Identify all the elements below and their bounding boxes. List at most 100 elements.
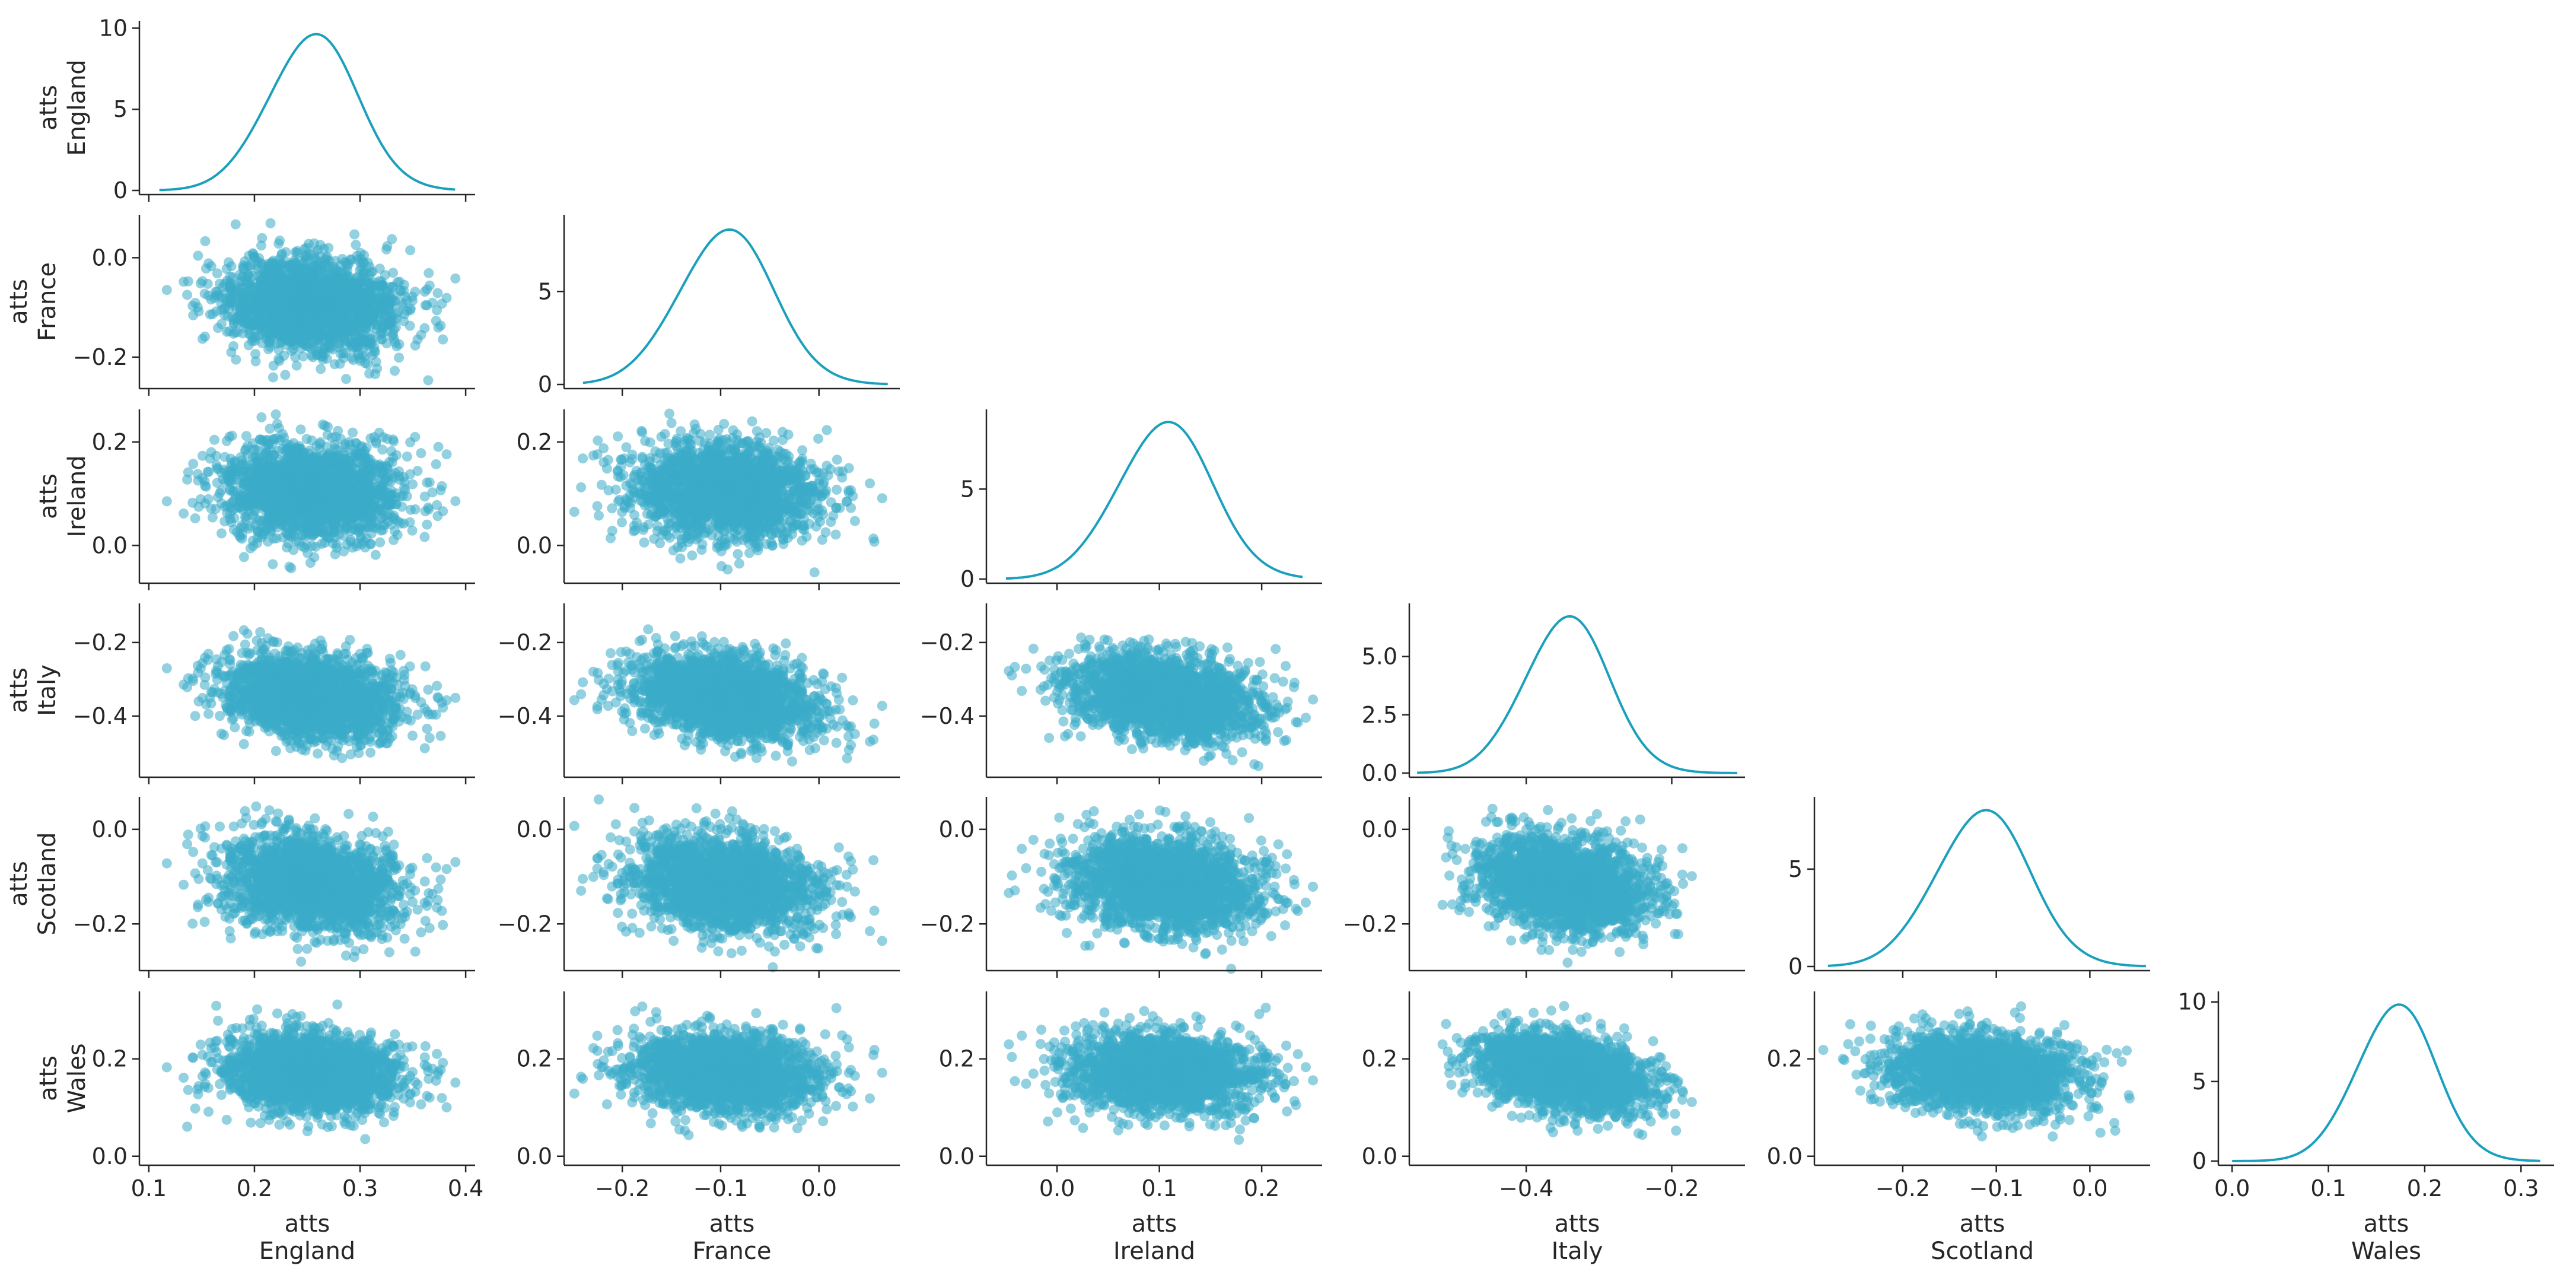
scatter-point: [281, 303, 291, 313]
scatter-point: [374, 276, 384, 286]
scatter-point: [257, 233, 267, 243]
scatter-point: [263, 277, 273, 287]
scatter-point: [370, 342, 380, 352]
scatter-point: [424, 268, 434, 278]
scatter-point: [281, 247, 291, 257]
scatter-point: [422, 520, 432, 530]
scatter-point: [265, 424, 275, 434]
scatter-point: [349, 230, 359, 240]
scatter-point: [341, 374, 351, 384]
scatter-point: [367, 298, 377, 309]
scatter-point: [248, 333, 258, 343]
scatter-point: [306, 324, 316, 334]
scatter-point: [227, 282, 237, 292]
scatter-point: [162, 285, 172, 295]
scatter-point: [341, 288, 351, 298]
scatter-point: [257, 259, 267, 269]
scatter-point: [190, 513, 200, 523]
scatter-point: [251, 357, 261, 367]
scatter-point: [236, 292, 246, 303]
scatter-point: [275, 263, 285, 274]
scatter-point: [187, 301, 198, 311]
scatter-point: [338, 348, 348, 358]
scatter-point: [410, 287, 420, 297]
scatter-point: [311, 255, 321, 265]
scatter-point: [266, 257, 276, 268]
scatter-point: [420, 287, 430, 297]
scatter-point: [376, 335, 386, 345]
scatter-point: [399, 280, 409, 290]
scatter-point: [387, 294, 397, 304]
scatter-point: [450, 496, 460, 506]
scatter-point: [416, 330, 426, 340]
scatter-point: [280, 313, 290, 323]
scatter-point: [292, 326, 303, 336]
scatter-point: [235, 270, 245, 280]
panel-france-vs-france: 05: [538, 215, 900, 398]
scatter-point: [316, 364, 326, 374]
scatter-point: [224, 326, 234, 336]
scatter-point: [382, 241, 392, 252]
scatter-point: [228, 341, 238, 351]
scatter-point: [243, 319, 253, 329]
scatter-point: [260, 306, 270, 316]
scatter-point: [247, 290, 257, 300]
scatter-point: [355, 307, 365, 317]
scatter-point: [375, 538, 385, 548]
scatter-point: [318, 277, 328, 287]
scatter-point: [237, 283, 247, 293]
scatter-point: [431, 316, 441, 326]
scatter-point: [383, 311, 393, 321]
scatter-point: [437, 299, 447, 309]
scatter-point: [432, 288, 442, 298]
scatter-point: [296, 263, 306, 274]
scatter-point: [363, 257, 373, 268]
scatter-point: [314, 289, 324, 299]
scatter-point: [335, 359, 345, 369]
scatter-point: [399, 316, 409, 326]
scatter-point: [291, 288, 301, 298]
scatter-point: [347, 352, 357, 363]
scatter-point: [321, 255, 331, 265]
y-tick-label: 5: [113, 96, 128, 122]
scatter-point: [387, 331, 397, 341]
scatter-point: [193, 251, 203, 261]
scatter-point: [351, 296, 361, 306]
scatter-point: [283, 326, 293, 336]
scatter-point: [348, 428, 358, 438]
scatter-point: [313, 245, 323, 255]
scatter-point: [275, 236, 285, 246]
scatter-point: [390, 366, 400, 376]
scatter-point: [345, 337, 355, 347]
scatter-point: [224, 257, 234, 268]
kde-curve-england: [160, 34, 456, 190]
scatter-point: [268, 373, 278, 383]
scatter-point: [375, 263, 385, 274]
y-tick-label: 0: [538, 371, 552, 398]
scatter-points: [162, 409, 461, 573]
scatter-points: [162, 218, 461, 386]
scatter-point: [188, 310, 198, 320]
scatter-point: [220, 303, 230, 313]
scatter-point: [244, 261, 254, 271]
scatter-point: [394, 352, 404, 363]
scatter-point: [346, 255, 356, 265]
scatter-point: [311, 312, 321, 322]
scatter-point: [212, 268, 222, 278]
scatter-point: [268, 324, 278, 334]
scatter-point: [273, 354, 284, 364]
y-tick-label: 0.0: [92, 244, 128, 271]
scatter-point: [335, 273, 345, 283]
scatter-point: [391, 309, 402, 319]
scatter-point: [206, 294, 216, 304]
scatter-point: [291, 247, 301, 257]
scatter-point: [405, 245, 415, 255]
scatter-point: [266, 218, 276, 228]
scatter-point: [419, 532, 429, 542]
scatter-point: [360, 277, 370, 287]
scatter-point: [291, 304, 301, 314]
scatter-point: [301, 243, 311, 253]
scatter-point: [231, 220, 241, 230]
